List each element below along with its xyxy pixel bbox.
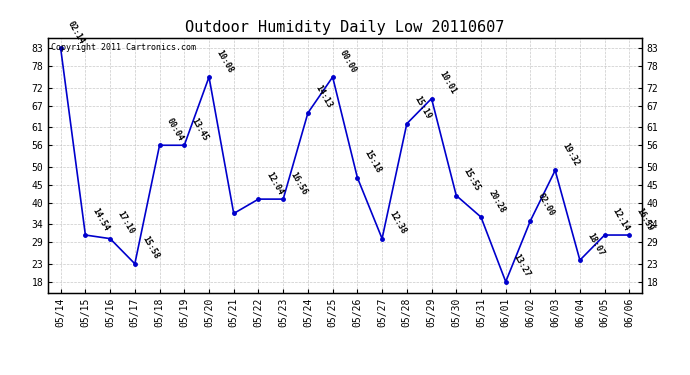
Text: 15:58: 15:58 — [140, 235, 161, 261]
Text: 15:55: 15:55 — [462, 166, 482, 193]
Text: 20:28: 20:28 — [486, 188, 507, 214]
Text: 15:19: 15:19 — [413, 95, 433, 121]
Text: 14:54: 14:54 — [91, 206, 111, 232]
Text: 16:59: 16:59 — [635, 206, 656, 232]
Text: 17:10: 17:10 — [116, 210, 136, 236]
Text: 18:07: 18:07 — [585, 231, 606, 257]
Text: 14:13: 14:13 — [313, 84, 334, 110]
Text: 12:38: 12:38 — [388, 210, 408, 236]
Text: 12:14: 12:14 — [610, 206, 631, 232]
Text: 10:08: 10:08 — [215, 48, 235, 74]
Text: 16:56: 16:56 — [288, 170, 309, 196]
Text: 13:27: 13:27 — [511, 253, 531, 279]
Title: Outdoor Humidity Daily Low 20110607: Outdoor Humidity Daily Low 20110607 — [186, 20, 504, 35]
Text: 13:45: 13:45 — [190, 116, 210, 142]
Text: 12:04: 12:04 — [264, 170, 284, 196]
Text: 00:04: 00:04 — [165, 116, 186, 142]
Text: 02:00: 02:00 — [536, 192, 556, 218]
Text: 02:14: 02:14 — [66, 20, 86, 45]
Text: 15:18: 15:18 — [363, 148, 383, 175]
Text: Copyright 2011 Cartronics.com: Copyright 2011 Cartronics.com — [51, 43, 196, 52]
Text: 19:32: 19:32 — [561, 141, 581, 168]
Text: 00:00: 00:00 — [338, 48, 359, 74]
Text: 10:01: 10:01 — [437, 70, 457, 96]
